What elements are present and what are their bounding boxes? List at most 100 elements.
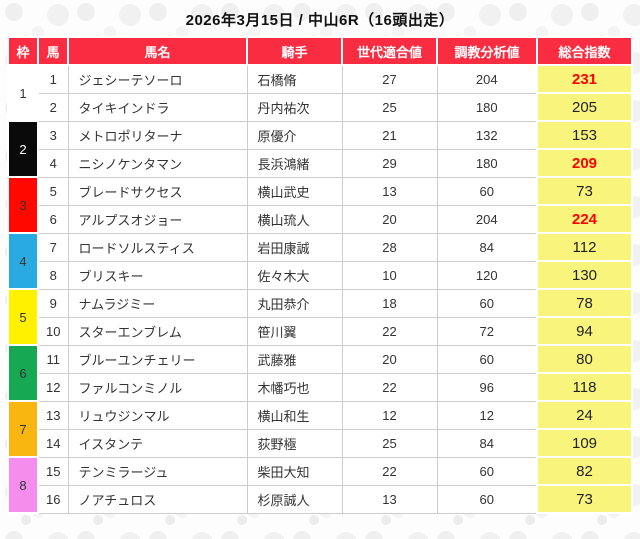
column-header-horse-number: 馬 bbox=[37, 36, 69, 66]
page-title: 2026年3月15日 / 中山6R（16頭出走） bbox=[185, 12, 455, 29]
total-index-value: 109 bbox=[536, 428, 633, 458]
generation-fit-value: 27 bbox=[341, 64, 438, 94]
horse-name: ノアチュロス bbox=[67, 484, 248, 514]
training-analysis-value: 180 bbox=[436, 92, 538, 122]
table-row: 3 5 ブレードサクセス 横山武史 13 60 73 bbox=[7, 176, 633, 234]
frame-cell: 7 bbox=[7, 400, 39, 458]
table-row: 6 11 ブルーユンチェリー 武藤雅 20 60 80 bbox=[7, 344, 633, 402]
frame-cell: 8 bbox=[7, 456, 39, 514]
horse-number: 9 bbox=[37, 288, 69, 318]
training-analysis-value: 84 bbox=[436, 232, 538, 262]
table-row: 14 イスタンテ 荻野極 25 84 109 bbox=[8, 428, 633, 458]
training-analysis-value: 72 bbox=[436, 316, 538, 346]
training-analysis-value: 12 bbox=[436, 400, 538, 430]
jockey-name: 長浜鴻緒 bbox=[246, 148, 343, 178]
jockey-name: 原優介 bbox=[246, 120, 343, 150]
generation-fit-value: 28 bbox=[341, 232, 438, 262]
table-row: 10 スターエンブレム 笹川翼 22 72 94 bbox=[8, 316, 633, 346]
horse-name: イスタンテ bbox=[67, 428, 248, 458]
jockey-name: 岩田康誠 bbox=[246, 232, 343, 262]
generation-fit-value: 10 bbox=[341, 260, 438, 290]
generation-fit-value: 25 bbox=[341, 428, 438, 458]
generation-fit-value: 22 bbox=[341, 372, 438, 402]
horse-number: 14 bbox=[37, 428, 69, 458]
horse-name: ブレードサクセス bbox=[67, 176, 248, 206]
total-index-value: 209 bbox=[536, 148, 633, 178]
jockey-name: 横山琉人 bbox=[246, 204, 343, 234]
jockey-name: 横山武史 bbox=[246, 176, 343, 206]
table-body: 1 1 ジェシーテソーロ 石橋脩 27 204 231 2 タイキインドラ 丹内… bbox=[7, 64, 633, 514]
horse-number: 3 bbox=[37, 120, 69, 150]
frame-cell: 2 bbox=[7, 120, 39, 178]
table-row: 4 ニシノケンタマン 長浜鴻緒 29 180 209 bbox=[8, 148, 633, 178]
horse-name: ブリスキー bbox=[67, 260, 248, 290]
table-row: 8 15 テンミラージュ 柴田大知 22 60 82 bbox=[7, 456, 633, 514]
training-analysis-value: 132 bbox=[436, 120, 538, 150]
generation-fit-value: 13 bbox=[341, 176, 438, 206]
horse-name: ナムラジミー bbox=[67, 288, 248, 318]
training-analysis-value: 60 bbox=[436, 288, 538, 318]
generation-fit-value: 22 bbox=[341, 316, 438, 346]
generation-fit-value: 22 bbox=[341, 456, 438, 486]
table-row: 7 13 リュウジンマル 横山和生 12 12 24 bbox=[7, 400, 633, 458]
horse-name: ブルーユンチェリー bbox=[67, 344, 248, 374]
jockey-name: 笹川翼 bbox=[246, 316, 343, 346]
horse-number: 2 bbox=[37, 92, 69, 122]
generation-fit-value: 21 bbox=[341, 120, 438, 150]
horse-number: 16 bbox=[37, 484, 69, 514]
total-index-value: 82 bbox=[536, 456, 633, 486]
horse-name: ニシノケンタマン bbox=[67, 148, 248, 178]
total-index-value: 231 bbox=[536, 64, 633, 94]
total-index-value: 130 bbox=[536, 260, 633, 290]
table-row: 2 3 メトロポリターナ 原優介 21 132 153 bbox=[7, 120, 633, 178]
training-analysis-value: 60 bbox=[436, 456, 538, 486]
frame-cell: 3 bbox=[7, 176, 39, 234]
horse-name: アルプスオジョー bbox=[67, 204, 248, 234]
training-analysis-value: 60 bbox=[436, 484, 538, 514]
training-analysis-value: 204 bbox=[436, 204, 538, 234]
horse-name: ファルコンミノル bbox=[67, 372, 248, 402]
training-analysis-value: 204 bbox=[436, 64, 538, 94]
generation-fit-value: 12 bbox=[341, 400, 438, 430]
table-row: 8 ブリスキー 佐々木大 10 120 130 bbox=[8, 260, 633, 290]
jockey-name: 木幡巧也 bbox=[246, 372, 343, 402]
total-index-value: 73 bbox=[536, 176, 633, 206]
generation-fit-value: 20 bbox=[341, 204, 438, 234]
frame-cell: 1 bbox=[7, 64, 39, 122]
training-analysis-value: 120 bbox=[436, 260, 538, 290]
horse-number: 8 bbox=[37, 260, 69, 290]
horse-name: リュウジンマル bbox=[67, 400, 248, 430]
table-header-row: 枠 馬 馬名 騎手 世代適合値 調教分析値 総合指数 bbox=[7, 36, 633, 66]
horse-number: 11 bbox=[37, 344, 69, 374]
horse-number: 4 bbox=[37, 148, 69, 178]
horse-number: 10 bbox=[37, 316, 69, 346]
jockey-name: 武藤雅 bbox=[246, 344, 343, 374]
horse-number: 15 bbox=[37, 456, 69, 486]
training-analysis-value: 84 bbox=[436, 428, 538, 458]
generation-fit-value: 18 bbox=[341, 288, 438, 318]
frame-cell: 6 bbox=[7, 344, 39, 402]
training-analysis-value: 60 bbox=[436, 176, 538, 206]
jockey-name: 荻野極 bbox=[246, 428, 343, 458]
training-analysis-value: 96 bbox=[436, 372, 538, 402]
jockey-name: 石橋脩 bbox=[246, 64, 343, 94]
table-row: 2 タイキインドラ 丹内祐次 25 180 205 bbox=[8, 92, 633, 122]
total-index-value: 80 bbox=[536, 344, 633, 374]
frame-cell: 4 bbox=[7, 232, 39, 290]
frame-cell: 5 bbox=[7, 288, 39, 346]
column-header-frame: 枠 bbox=[7, 36, 39, 66]
total-index-value: 94 bbox=[536, 316, 633, 346]
column-header-training-analysis: 調教分析値 bbox=[436, 36, 538, 66]
jockey-name: 丸田恭介 bbox=[246, 288, 343, 318]
generation-fit-value: 13 bbox=[341, 484, 438, 514]
jockey-name: 佐々木大 bbox=[246, 260, 343, 290]
total-index-value: 153 bbox=[536, 120, 633, 150]
column-header-jockey: 騎手 bbox=[246, 36, 343, 66]
horse-name: ロードソルスティス bbox=[67, 232, 248, 262]
table-row: 6 アルプスオジョー 横山琉人 20 204 224 bbox=[8, 204, 633, 234]
training-analysis-value: 60 bbox=[436, 344, 538, 374]
horse-number: 12 bbox=[37, 372, 69, 402]
training-analysis-value: 180 bbox=[436, 148, 538, 178]
jockey-name: 横山和生 bbox=[246, 400, 343, 430]
horse-name: タイキインドラ bbox=[67, 92, 248, 122]
